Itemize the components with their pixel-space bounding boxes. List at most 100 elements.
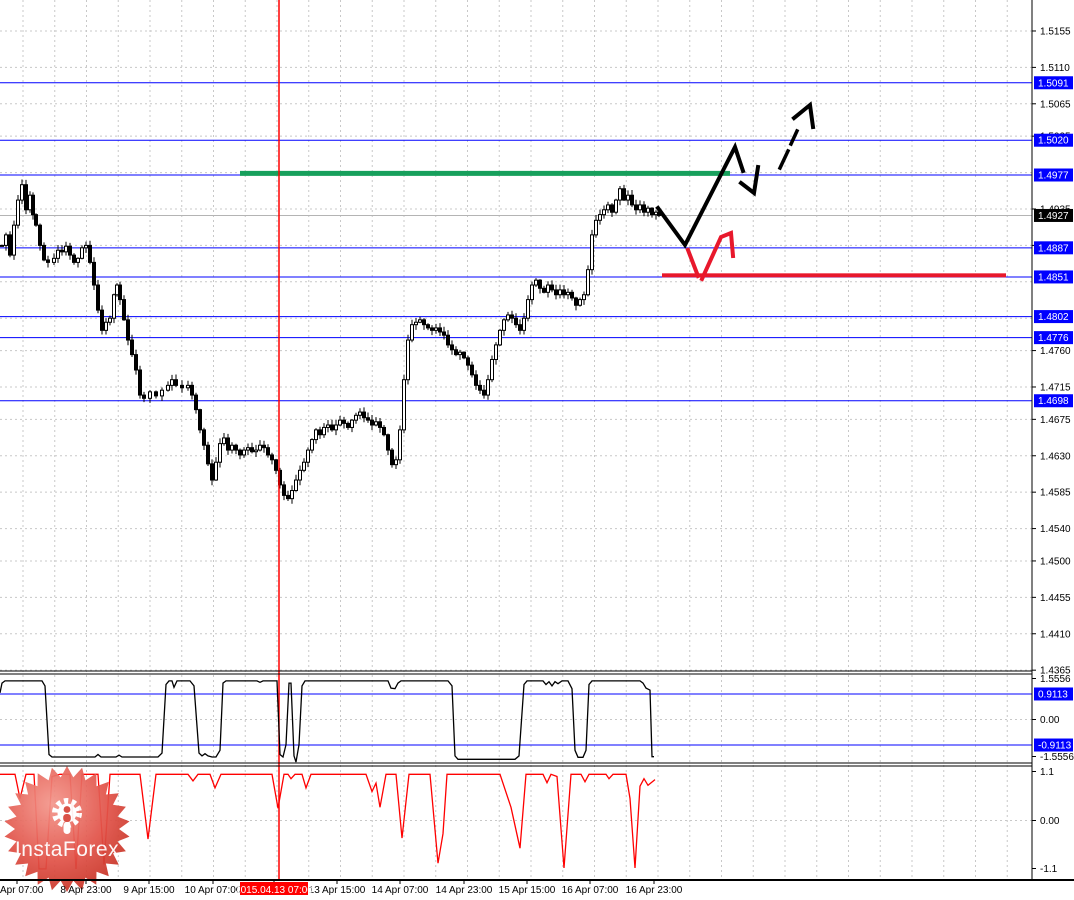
candle-body — [222, 437, 226, 445]
candle-body — [374, 421, 378, 426]
candle-body — [148, 391, 152, 399]
candle-body — [24, 184, 28, 211]
candle-body — [394, 459, 398, 466]
candle-body — [294, 479, 298, 492]
price-badge-1.4802 — [1034, 310, 1073, 324]
pullback-arrow-red-0 — [685, 247, 701, 279]
candle-body — [578, 299, 582, 306]
y-tick-label: 1.4715 — [1040, 382, 1071, 393]
candle-body — [180, 384, 184, 389]
candle-body — [462, 351, 466, 359]
osc2-tick-label: 1.1 — [1040, 767, 1054, 778]
candle-body — [318, 429, 322, 436]
candle-body — [92, 261, 96, 286]
candle-body — [126, 319, 130, 341]
candle-body — [634, 204, 638, 211]
candle-body — [642, 204, 646, 213]
candle-body — [160, 389, 164, 397]
candle-body — [262, 444, 266, 449]
candle-body — [274, 459, 278, 471]
candle-body — [458, 351, 462, 356]
candle-body — [370, 419, 374, 426]
candle-body — [302, 461, 306, 471]
candle-body — [258, 444, 262, 451]
y-tick-label: 1.4410 — [1040, 629, 1071, 640]
candle-body — [174, 379, 178, 386]
candle-body — [194, 394, 198, 411]
candle-body — [518, 324, 522, 331]
price-axis[interactable] — [1032, 0, 1074, 880]
candle-body — [31, 194, 35, 216]
candle-body — [206, 444, 210, 465]
candle-body — [4, 234, 8, 246]
price-badge-1.5091 — [1034, 76, 1073, 90]
candle-body — [38, 224, 42, 246]
red-support-line — [662, 273, 1006, 278]
candle-body — [470, 364, 474, 376]
candle-body — [100, 309, 104, 331]
candle-body — [56, 249, 60, 259]
candle-body — [514, 317, 518, 326]
candle-body — [170, 379, 174, 386]
indicator-pane-2[interactable] — [0, 766, 1032, 880]
instaforex-logo: InstaForex — [4, 766, 130, 892]
candle-body — [234, 444, 238, 451]
candle-body — [426, 324, 430, 329]
candle-body — [590, 234, 594, 271]
price-badge-label: 1.4802 — [1038, 312, 1069, 323]
main-price-pane[interactable] — [0, 0, 1032, 671]
candle-body — [286, 494, 290, 500]
osc1-badge--0.9113 — [1034, 738, 1073, 752]
candle-body — [466, 357, 470, 366]
price-badge-1.4776 — [1034, 331, 1073, 345]
candle-body — [614, 199, 618, 213]
candle-body — [16, 199, 20, 226]
candle-body — [534, 279, 538, 286]
candle-body — [130, 339, 134, 356]
candle-body — [314, 429, 318, 441]
analyst-annotations — [655, 101, 816, 282]
osc1-badge-0.9113 — [1034, 687, 1073, 701]
x-tick-label: 8 Apr 23:00 — [60, 885, 112, 896]
price-badge-label: 1.5020 — [1038, 136, 1069, 147]
candle-body — [382, 426, 386, 436]
gear-figure-body — [63, 814, 71, 822]
candle-body — [494, 344, 498, 360]
oscillator-1-line — [0, 680, 654, 763]
y-tick-label: 1.4760 — [1040, 346, 1071, 357]
osc1-tick-label: 0.00 — [1040, 715, 1060, 726]
price-badge-label: 1.4927 — [1038, 211, 1069, 222]
candle-body — [20, 184, 24, 201]
y-tick-label: 1.4585 — [1040, 488, 1071, 499]
candle-body — [650, 207, 654, 216]
candle-body — [414, 321, 418, 326]
price-badge-label: 1.4851 — [1038, 272, 1069, 283]
dashed-projection-arrow-head — [791, 101, 816, 130]
candle-body — [210, 463, 214, 481]
candle-body — [88, 244, 92, 263]
candle-body — [510, 314, 514, 319]
candle-body — [562, 289, 566, 296]
candle-body — [622, 188, 626, 201]
dashed-projection-arrow-dash-1 — [788, 128, 800, 147]
candle-body — [186, 384, 190, 389]
price-badge-1.4887 — [1034, 241, 1073, 255]
osc1-tick-label: -1.5556 — [1040, 752, 1074, 763]
time-axis[interactable] — [0, 880, 1074, 900]
price-badge-label: 1.4698 — [1038, 396, 1069, 407]
candle-body — [238, 449, 242, 456]
price-badge-1.5020 — [1034, 133, 1073, 147]
candle-body — [134, 354, 138, 371]
candle-body — [546, 284, 550, 293]
candle-body — [498, 329, 502, 346]
candle-body — [154, 391, 158, 397]
candle-body — [378, 421, 382, 428]
x-tick-label: Apr 07:00 — [0, 885, 44, 896]
candle-body — [12, 224, 16, 256]
indicator-pane-1[interactable] — [0, 675, 1032, 763]
candle-body — [398, 429, 402, 461]
candle-body — [362, 411, 366, 419]
candle-body — [610, 204, 614, 213]
candle-body — [630, 194, 634, 206]
